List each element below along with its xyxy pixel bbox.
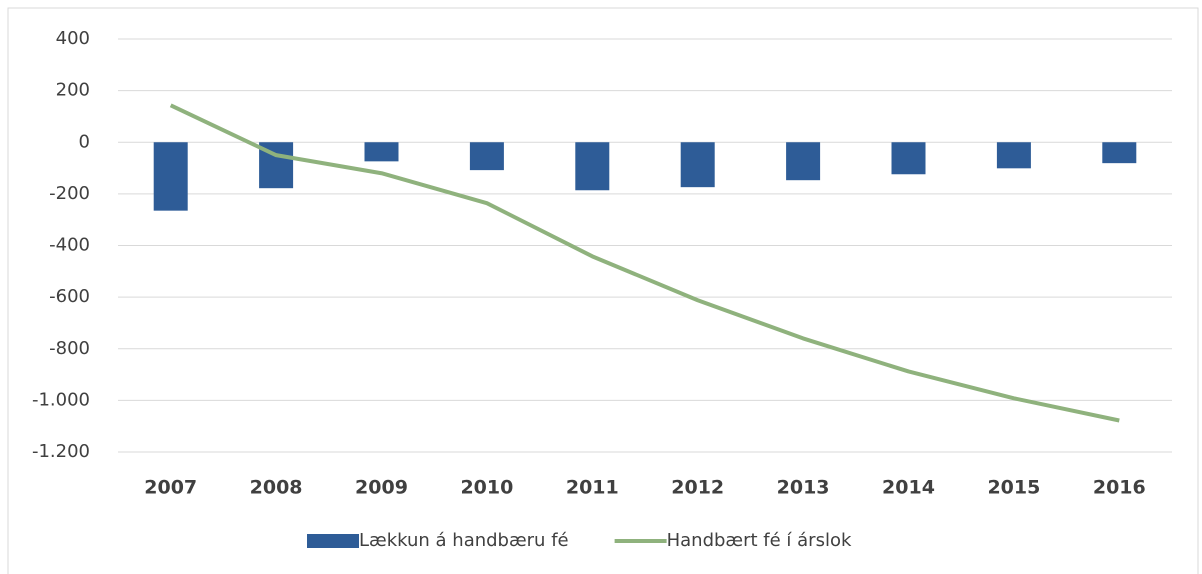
bar bbox=[575, 142, 610, 191]
x-tick-label: 2011 bbox=[566, 477, 619, 499]
x-tick-label: 2009 bbox=[355, 477, 408, 499]
bar bbox=[364, 142, 399, 162]
chart-border bbox=[7, 7, 1199, 574]
x-tick-label: 2015 bbox=[987, 477, 1040, 499]
bar bbox=[469, 142, 504, 171]
line bbox=[169, 103, 1120, 423]
y-tick-label: -800 bbox=[49, 338, 90, 359]
bar bbox=[153, 142, 188, 211]
x-tick-label: 2007 bbox=[144, 477, 197, 499]
x-tick-label: 2008 bbox=[250, 477, 303, 499]
bar bbox=[1102, 142, 1137, 164]
y-tick-label: -1.000 bbox=[32, 389, 90, 410]
y-tick-label: -600 bbox=[49, 286, 90, 307]
bar bbox=[996, 142, 1031, 169]
legend-swatch bbox=[307, 534, 359, 548]
bar bbox=[891, 142, 926, 175]
y-tick-label: 200 bbox=[56, 80, 90, 101]
x-tick-label: 2012 bbox=[671, 477, 724, 499]
legend-label: Lækkun á handbæru fé bbox=[359, 530, 569, 551]
bar bbox=[786, 142, 821, 181]
y-tick-label: 400 bbox=[56, 28, 90, 49]
y-tick-label: 0 bbox=[79, 131, 90, 152]
x-tick-label: 2010 bbox=[460, 477, 513, 499]
y-tick-label: -400 bbox=[49, 235, 90, 256]
y-tick-label: -200 bbox=[49, 183, 90, 204]
y-tick-label: -1.200 bbox=[32, 441, 90, 462]
legend-label: Handbært fé í árslok bbox=[667, 530, 852, 551]
x-tick-label: 2016 bbox=[1093, 477, 1146, 499]
x-tick-label: 2013 bbox=[777, 477, 830, 499]
bar bbox=[680, 142, 715, 188]
x-tick-label: 2014 bbox=[882, 477, 935, 499]
